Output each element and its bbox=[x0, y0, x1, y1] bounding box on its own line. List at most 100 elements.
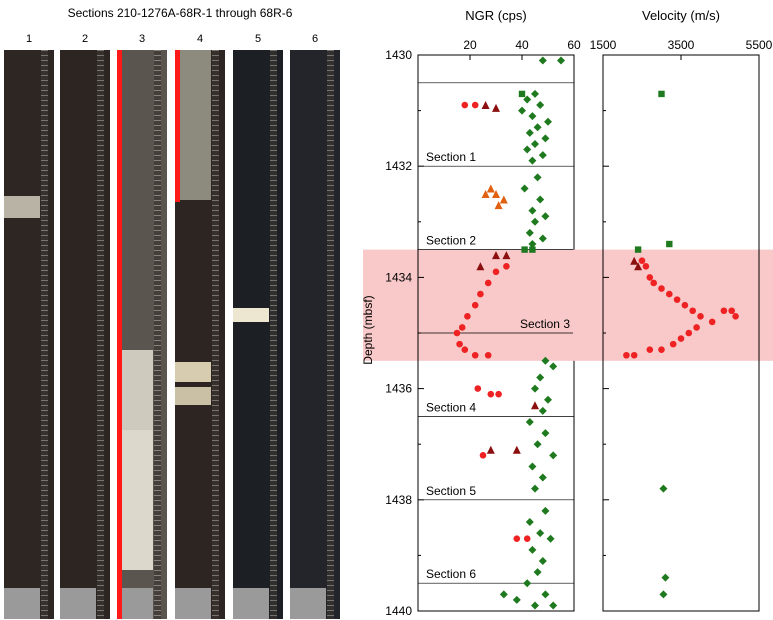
data-point bbox=[536, 101, 545, 110]
data-point bbox=[685, 329, 693, 337]
data-point bbox=[531, 89, 539, 98]
data-point bbox=[630, 351, 638, 359]
data-point bbox=[531, 484, 539, 493]
core-lithology-patch bbox=[233, 308, 269, 322]
data-point bbox=[533, 173, 542, 182]
data-point bbox=[484, 279, 492, 287]
data-point bbox=[544, 117, 552, 126]
data-point bbox=[677, 335, 685, 342]
data-point bbox=[693, 324, 700, 331]
data-point bbox=[720, 307, 728, 315]
data-point bbox=[523, 535, 531, 543]
data-point bbox=[531, 601, 539, 610]
core-scale-rule bbox=[327, 50, 334, 619]
core-section-1 bbox=[4, 50, 54, 619]
data-point bbox=[525, 417, 534, 426]
x-tick-label: 5500 bbox=[746, 38, 773, 52]
data-point bbox=[492, 190, 500, 198]
data-point bbox=[642, 262, 650, 270]
data-point bbox=[533, 123, 542, 132]
data-point bbox=[666, 290, 673, 298]
velocity-plot: 1500 3500 5500 Velocity (m/s) bbox=[573, 8, 773, 612]
y-tick-label: 1438 bbox=[385, 493, 412, 507]
core-lithology-patch bbox=[175, 362, 211, 382]
data-point bbox=[528, 240, 537, 249]
data-point bbox=[484, 351, 492, 359]
data-point bbox=[531, 217, 539, 226]
data-point bbox=[456, 340, 463, 348]
data-point bbox=[533, 440, 542, 449]
data-point bbox=[659, 590, 668, 599]
data-point bbox=[471, 301, 479, 309]
x-tick-label: 3500 bbox=[668, 38, 695, 52]
core-marker-line bbox=[175, 50, 180, 202]
y-tick-label: 1432 bbox=[385, 159, 412, 173]
data-point bbox=[658, 285, 665, 292]
data-point bbox=[541, 506, 550, 515]
data-point bbox=[541, 134, 550, 143]
data-point bbox=[531, 384, 539, 393]
data-point bbox=[525, 228, 534, 237]
data-point bbox=[503, 262, 510, 270]
core-lithology-patch bbox=[233, 588, 269, 619]
ngr-plot: Section 1 Section 2 Section 3 Section 4 Sect… bbox=[361, 8, 581, 618]
core-lithology-patch bbox=[60, 588, 96, 619]
data-point bbox=[495, 390, 502, 398]
data-point bbox=[471, 351, 479, 359]
data-point bbox=[461, 101, 469, 109]
data-point bbox=[492, 103, 500, 112]
data-point bbox=[518, 106, 526, 115]
data-point bbox=[528, 112, 537, 121]
data-point bbox=[549, 601, 558, 610]
x-tick-label: 40 bbox=[515, 38, 529, 52]
data-point bbox=[538, 473, 547, 482]
section-number-1: 1 bbox=[25, 33, 33, 45]
data-point bbox=[492, 268, 500, 276]
data-point bbox=[477, 290, 484, 298]
x-tick-label: 60 bbox=[567, 38, 581, 52]
y-tick-label: 1436 bbox=[385, 382, 412, 396]
velocity-title: Velocity (m/s) bbox=[642, 8, 720, 23]
data-point bbox=[476, 262, 485, 271]
data-point bbox=[499, 590, 508, 599]
y-tick-label: 1434 bbox=[385, 270, 412, 284]
data-point bbox=[521, 246, 528, 253]
data-point bbox=[658, 346, 665, 353]
data-point bbox=[557, 56, 565, 65]
data-point bbox=[689, 307, 696, 315]
section-number-4: 4 bbox=[196, 33, 204, 45]
data-point bbox=[525, 128, 534, 137]
data-point bbox=[538, 56, 547, 65]
data-point bbox=[541, 590, 550, 599]
data-point bbox=[538, 151, 547, 160]
data-point bbox=[461, 346, 469, 353]
data-point bbox=[546, 534, 555, 543]
data-point bbox=[728, 307, 735, 315]
data-point bbox=[536, 195, 545, 204]
data-point bbox=[492, 251, 500, 260]
core-section-4 bbox=[175, 50, 225, 619]
data-point bbox=[541, 356, 550, 365]
section-number-2: 2 bbox=[81, 33, 89, 45]
data-point bbox=[541, 212, 550, 221]
data-point bbox=[646, 346, 654, 353]
data-point bbox=[494, 201, 503, 210]
data-point bbox=[513, 535, 521, 543]
core-lithology-patch bbox=[290, 588, 326, 619]
x-tick-label: 1500 bbox=[590, 38, 617, 52]
data-point bbox=[523, 145, 532, 154]
photo-panel-title: Sections 210-1276A-68R-1 through 68R-6 bbox=[67, 6, 293, 20]
data-point bbox=[487, 390, 495, 398]
data-point bbox=[531, 401, 539, 410]
section-boundary-label: Section 4 bbox=[426, 400, 476, 414]
data-point bbox=[634, 262, 643, 271]
section-boundary-label: Section 6 bbox=[426, 567, 476, 581]
data-point bbox=[525, 518, 534, 527]
data-point bbox=[673, 296, 681, 303]
x-tick-label: 20 bbox=[463, 38, 477, 52]
data-point bbox=[650, 279, 657, 287]
data-point bbox=[533, 568, 542, 577]
data-point bbox=[512, 595, 521, 604]
data-point bbox=[481, 101, 490, 110]
